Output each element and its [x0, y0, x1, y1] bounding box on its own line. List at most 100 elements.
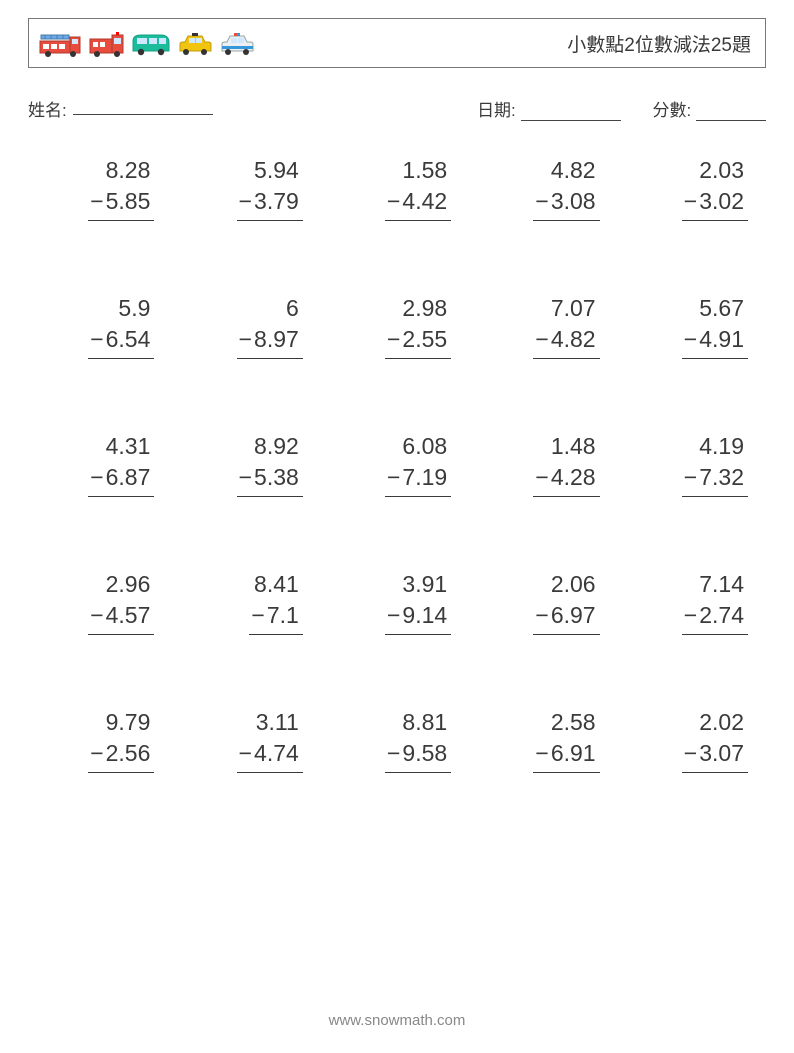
- subtrahend: 7.19: [402, 462, 447, 493]
- problem: 2.03−3.02: [640, 155, 748, 221]
- date-blank[interactable]: [521, 102, 621, 121]
- subtrahend-row: −3.07: [682, 738, 748, 773]
- fire-truck-icon: [89, 29, 125, 57]
- minuend: 6.08: [402, 431, 451, 462]
- subtrahend-row: −4.57: [88, 600, 154, 635]
- subtrahend-row: −2.56: [88, 738, 154, 773]
- minus-operator: −: [387, 462, 400, 493]
- problem: 2.98−2.55: [343, 293, 451, 359]
- vehicle-icon-row: [39, 29, 255, 57]
- subtrahend-row: −4.91: [682, 324, 748, 359]
- minuend: 7.07: [551, 293, 600, 324]
- problem: 5.94−3.79: [194, 155, 302, 221]
- subtrahend: 3.79: [254, 186, 299, 217]
- problem: 4.19−7.32: [640, 431, 748, 497]
- subtrahend: 7.32: [699, 462, 744, 493]
- subtrahend: 6.91: [551, 738, 596, 769]
- subtrahend: 2.74: [699, 600, 744, 631]
- minus-operator: −: [90, 186, 103, 217]
- police-car-icon: [219, 29, 255, 57]
- minuend: 8.92: [254, 431, 303, 462]
- subtrahend-row: −7.32: [682, 462, 748, 497]
- problem: 8.41−7.1: [194, 569, 302, 635]
- minuend: 5.94: [254, 155, 303, 186]
- problem: 5.67−4.91: [640, 293, 748, 359]
- minuend: 4.19: [699, 431, 748, 462]
- subtrahend-row: −4.42: [385, 186, 451, 221]
- subtrahend-row: −9.58: [385, 738, 451, 773]
- subtrahend-row: −5.85: [88, 186, 154, 221]
- minus-operator: −: [684, 462, 697, 493]
- minus-operator: −: [684, 600, 697, 631]
- minuend: 8.28: [106, 155, 155, 186]
- problem: 6.08−7.19: [343, 431, 451, 497]
- minuend: 8.41: [254, 569, 303, 600]
- minuend: 1.58: [402, 155, 451, 186]
- subtrahend: 5.85: [106, 186, 151, 217]
- subtrahend-row: −7.19: [385, 462, 451, 497]
- score-field: 分數:: [653, 96, 766, 121]
- date-label: 日期:: [477, 101, 516, 120]
- minus-operator: −: [387, 324, 400, 355]
- minuend: 3.11: [256, 707, 303, 738]
- name-field: 姓名:: [28, 96, 213, 121]
- minus-operator: −: [684, 186, 697, 217]
- problem: 1.48−4.28: [491, 431, 599, 497]
- subtrahend-row: −3.02: [682, 186, 748, 221]
- minuend: 2.03: [699, 155, 748, 186]
- minuend: 3.91: [402, 569, 451, 600]
- problem: 5.9−6.54: [46, 293, 154, 359]
- minuend: 8.81: [402, 707, 451, 738]
- subtrahend: 4.57: [106, 600, 151, 631]
- minuend: 7.14: [699, 569, 748, 600]
- subtrahend: 6.97: [551, 600, 596, 631]
- subtrahend: 6.87: [106, 462, 151, 493]
- subtrahend-row: −3.79: [237, 186, 303, 221]
- problem: 8.81−9.58: [343, 707, 451, 773]
- subtrahend-row: −9.14: [385, 600, 451, 635]
- minus-operator: −: [535, 738, 548, 769]
- minus-operator: −: [535, 186, 548, 217]
- subtrahend-row: −6.54: [88, 324, 154, 359]
- minus-operator: −: [535, 600, 548, 631]
- minus-operator: −: [251, 600, 264, 631]
- subtrahend: 6.54: [106, 324, 151, 355]
- problem: 7.07−4.82: [491, 293, 599, 359]
- score-blank[interactable]: [696, 102, 766, 121]
- problem: 2.96−4.57: [46, 569, 154, 635]
- problem: 2.06−6.97: [491, 569, 599, 635]
- subtrahend-row: −6.87: [88, 462, 154, 497]
- subtrahend: 4.74: [254, 738, 299, 769]
- problem: 2.58−6.91: [491, 707, 599, 773]
- problem: 1.58−4.42: [343, 155, 451, 221]
- fire-truck-ladder-icon: [39, 29, 83, 57]
- minuend: 2.02: [699, 707, 748, 738]
- minuend: 5.9: [118, 293, 154, 324]
- minuend: 6: [286, 293, 303, 324]
- problem: 7.14−2.74: [640, 569, 748, 635]
- name-blank[interactable]: [73, 96, 213, 115]
- subtrahend: 3.07: [699, 738, 744, 769]
- subtrahend: 4.91: [699, 324, 744, 355]
- minus-operator: −: [239, 324, 252, 355]
- minus-operator: −: [387, 186, 400, 217]
- subtrahend-row: −4.82: [533, 324, 599, 359]
- date-field: 日期:: [477, 96, 620, 121]
- subtrahend-row: −2.55: [385, 324, 451, 359]
- problem: 4.82−3.08: [491, 155, 599, 221]
- minus-operator: −: [90, 738, 103, 769]
- subtrahend-row: −3.08: [533, 186, 599, 221]
- subtrahend-row: −5.38: [237, 462, 303, 497]
- minus-operator: −: [684, 738, 697, 769]
- subtrahend: 3.08: [551, 186, 596, 217]
- minus-operator: −: [90, 600, 103, 631]
- problem: 4.31−6.87: [46, 431, 154, 497]
- subtrahend: 9.14: [402, 600, 447, 631]
- subtrahend-row: −4.28: [533, 462, 599, 497]
- taxi-icon: [177, 29, 213, 57]
- subtrahend: 3.02: [699, 186, 744, 217]
- minus-operator: −: [387, 738, 400, 769]
- minus-operator: −: [239, 738, 252, 769]
- footer-url: www.snowmath.com: [0, 1012, 794, 1029]
- name-label: 姓名:: [28, 96, 67, 121]
